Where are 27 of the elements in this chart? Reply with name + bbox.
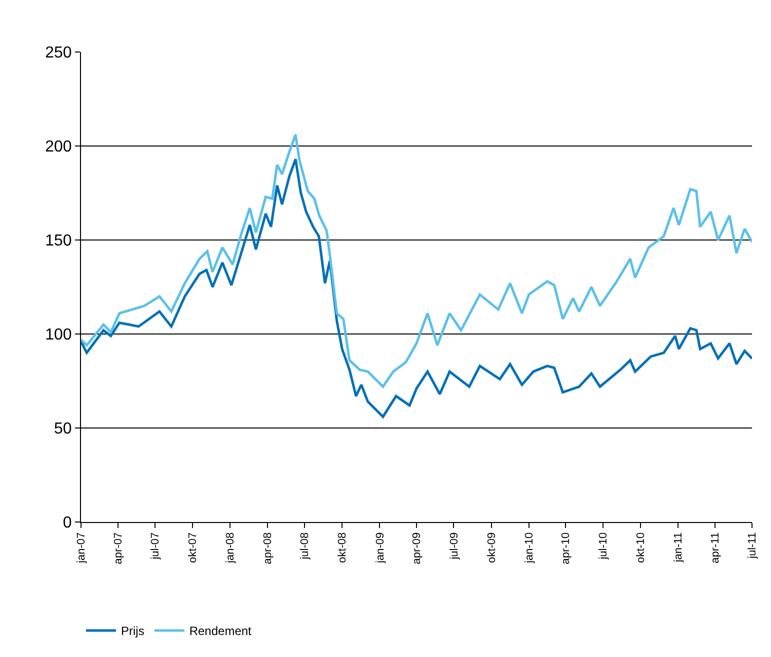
legend-label: Prijs <box>121 624 144 638</box>
x-tick-label: jul-07 <box>150 532 162 560</box>
x-tick-label: jan-07 <box>76 532 88 564</box>
x-tick-label: jan-08 <box>224 532 237 564</box>
x-tick-label: okt-10 <box>635 532 648 563</box>
legend-label: Rendement <box>189 624 252 638</box>
x-tick-label: okt-09 <box>486 532 498 563</box>
x-tick-label: apr-11 <box>709 532 722 564</box>
y-tick-label: 0 <box>62 514 72 532</box>
x-tick-label: jul-11 <box>746 532 759 560</box>
y-tick-label: 250 <box>45 44 72 62</box>
x-tick-label: okt-08 <box>336 532 349 563</box>
x-tick-label: apr-07 <box>112 532 124 564</box>
x-tick-label: apr-09 <box>411 532 424 564</box>
x-tick-label: jul-08 <box>299 532 312 560</box>
x-tick-label: apr-08 <box>262 532 274 564</box>
y-tick-label: 150 <box>45 232 72 250</box>
x-tick-label: jan-09 <box>374 532 386 564</box>
y-tick-label: 50 <box>54 420 72 438</box>
y-tick-label: 200 <box>45 138 72 156</box>
x-tick-label: jan-10 <box>523 532 536 564</box>
x-tick-label: jan-11 <box>672 532 685 564</box>
x-tick-label: apr-10 <box>560 532 572 564</box>
x-tick-label: okt-07 <box>187 532 200 563</box>
y-tick-label: 100 <box>45 326 72 344</box>
x-tick-label: jul-09 <box>448 532 460 560</box>
x-tick-label: jul-10 <box>597 532 610 560</box>
